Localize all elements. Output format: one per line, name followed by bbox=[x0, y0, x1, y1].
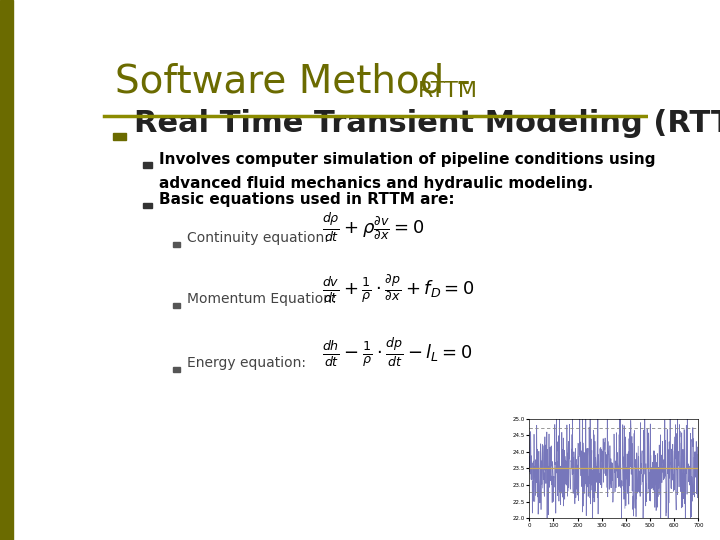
Text: RTTM: RTTM bbox=[418, 82, 478, 102]
Text: $\frac{dv}{dt}+\frac{1}{\rho}\cdot\frac{\partial p}{\partial x}+f_D=0$: $\frac{dv}{dt}+\frac{1}{\rho}\cdot\frac{… bbox=[322, 273, 474, 306]
Text: Real Time Transient Modeling (RTTM): Real Time Transient Modeling (RTTM) bbox=[134, 109, 720, 138]
Text: $\frac{d\rho}{dt}+\rho\frac{\partial v}{\partial x}=0$: $\frac{d\rho}{dt}+\rho\frac{\partial v}{… bbox=[322, 212, 424, 245]
Text: Momentum Equation:: Momentum Equation: bbox=[186, 292, 336, 306]
Text: Energy equation:: Energy equation: bbox=[186, 356, 305, 370]
Text: Continuity equation:: Continuity equation: bbox=[186, 231, 328, 245]
Text: Basic equations used in RTTM are:: Basic equations used in RTTM are: bbox=[158, 192, 454, 207]
Text: advanced fluid mechanics and hydraulic modeling.: advanced fluid mechanics and hydraulic m… bbox=[158, 176, 593, 191]
Bar bbox=[143, 162, 152, 168]
Bar bbox=[143, 202, 152, 208]
Text: Software Method -: Software Method - bbox=[115, 62, 483, 100]
Bar bbox=[173, 242, 180, 247]
Bar bbox=[114, 133, 126, 140]
Text: Involves computer simulation of pipeline conditions using: Involves computer simulation of pipeline… bbox=[158, 152, 655, 167]
Text: $\frac{dh}{dt}-\frac{1}{\rho}\cdot\frac{dp}{dt}-l_L=0$: $\frac{dh}{dt}-\frac{1}{\rho}\cdot\frac{… bbox=[322, 336, 472, 369]
Bar bbox=[173, 367, 180, 372]
Bar bbox=[173, 303, 180, 308]
